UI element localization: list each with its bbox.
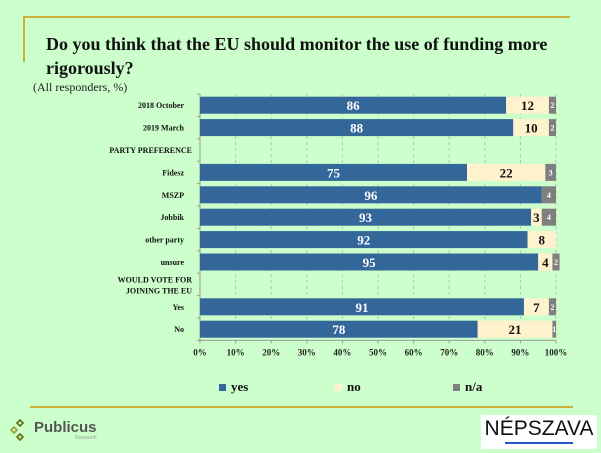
category-label: Jobbik bbox=[160, 213, 184, 222]
bar-na bbox=[552, 253, 560, 271]
bar-no bbox=[467, 163, 546, 181]
category-label: Fidesz bbox=[162, 168, 184, 177]
x-tick-label: 30% bbox=[298, 347, 316, 357]
data-label-no: 10 bbox=[525, 121, 538, 136]
frame-left-line bbox=[23, 16, 25, 62]
data-label-no: 21 bbox=[509, 322, 522, 337]
x-tick-label: 90% bbox=[511, 347, 529, 357]
legend-swatch-no bbox=[335, 383, 342, 391]
data-label-yes: 91 bbox=[355, 300, 368, 315]
x-tick-label: 40% bbox=[333, 347, 351, 357]
bar-na bbox=[552, 320, 556, 338]
legend-swatch-yes bbox=[219, 383, 226, 391]
data-label-na: 2 bbox=[550, 303, 554, 312]
bar-yes bbox=[200, 298, 524, 316]
bar-no bbox=[506, 96, 549, 114]
bar-yes bbox=[200, 320, 478, 338]
chart-subtitle: (All responders, %) bbox=[33, 80, 128, 94]
category-label: 2018 October bbox=[138, 101, 184, 110]
data-label-na: 4 bbox=[547, 191, 551, 200]
bar-no bbox=[513, 119, 549, 137]
x-tick-label: 0% bbox=[193, 347, 207, 357]
category-label: Yes bbox=[172, 303, 184, 312]
publicus-sub: Research bbox=[75, 435, 97, 441]
bar-no bbox=[477, 320, 553, 338]
data-label-na: 2 bbox=[550, 101, 554, 110]
legend-label-na: n/a bbox=[465, 379, 483, 394]
data-label-yes: 78 bbox=[332, 322, 346, 337]
data-label-yes: 96 bbox=[364, 188, 378, 203]
chart-title: Do you think that the EU should monitor … bbox=[46, 34, 548, 78]
bar-na bbox=[541, 186, 556, 204]
category-label: 2019 March bbox=[143, 124, 185, 133]
category-label: No bbox=[174, 325, 184, 334]
category-label: other party bbox=[145, 236, 184, 245]
bar-na bbox=[548, 298, 556, 316]
x-tick-label: 10% bbox=[227, 347, 245, 357]
footer-divider bbox=[30, 406, 573, 408]
legend-label-no: no bbox=[347, 379, 361, 394]
x-tick-label: 70% bbox=[440, 347, 458, 357]
legend-swatch-na bbox=[453, 383, 460, 391]
x-tick-label: 50% bbox=[369, 347, 387, 357]
data-label-no: 3 bbox=[533, 210, 540, 225]
category-label: MSZP bbox=[162, 191, 184, 200]
legend-item-yes: yes bbox=[219, 379, 248, 395]
category-label: unsure bbox=[161, 258, 185, 267]
category-label: JOINING THE EU bbox=[126, 286, 192, 295]
bar-yes bbox=[200, 253, 539, 271]
data-label-yes: 75 bbox=[327, 165, 341, 180]
bar-na bbox=[548, 96, 556, 114]
legend-item-no: no bbox=[335, 379, 361, 395]
data-label-yes: 95 bbox=[363, 255, 377, 270]
nepszava-logo: NÉPSZAVA bbox=[481, 415, 597, 449]
x-tick-label: 60% bbox=[405, 347, 423, 357]
legend-item-na: n/a bbox=[453, 379, 482, 395]
frame-top-line bbox=[23, 16, 570, 18]
data-label-yes: 93 bbox=[359, 210, 373, 225]
bar-yes bbox=[200, 186, 542, 204]
data-label-no: 22 bbox=[500, 165, 513, 180]
data-label-na: 2 bbox=[550, 124, 554, 133]
legend-label-yes: yes bbox=[231, 379, 249, 394]
bar-no bbox=[531, 208, 542, 226]
category-label: PARTY PREFERENCE bbox=[109, 146, 192, 155]
bar-yes bbox=[200, 231, 528, 249]
bar-na bbox=[548, 119, 556, 137]
data-label-yes: 92 bbox=[357, 233, 370, 248]
bar-na bbox=[541, 208, 556, 226]
data-label-yes: 86 bbox=[347, 98, 361, 113]
data-label-na: 1 bbox=[552, 325, 556, 334]
bar-yes bbox=[200, 163, 467, 181]
bar-yes bbox=[200, 208, 532, 226]
bar-no bbox=[538, 253, 553, 271]
category-label: WOULD VOTE FOR bbox=[118, 275, 193, 284]
data-label-na: 4 bbox=[547, 213, 551, 222]
data-label-na: 3 bbox=[549, 168, 553, 177]
nepszava-name: NÉPSZAVA bbox=[484, 417, 594, 440]
data-label-no: 7 bbox=[533, 300, 540, 315]
data-label-yes: 88 bbox=[350, 121, 364, 136]
data-label-no: 8 bbox=[539, 233, 546, 248]
data-label-no: 4 bbox=[542, 255, 549, 270]
bar-na bbox=[545, 163, 556, 181]
x-tick-label: 20% bbox=[262, 347, 280, 357]
x-tick-label: 80% bbox=[476, 347, 494, 357]
data-label-no: 12 bbox=[521, 98, 534, 113]
publicus-logo: Publicus Research bbox=[8, 419, 97, 443]
bar-no bbox=[527, 231, 556, 249]
bar-yes bbox=[200, 119, 514, 137]
bar-yes bbox=[200, 96, 507, 114]
nepszava-underline bbox=[505, 442, 573, 444]
publicus-diamond-icon bbox=[9, 419, 25, 442]
publicus-name: Publicus bbox=[34, 419, 97, 436]
stacked-bar-chart: 0% 10% 20% 30% 40% 50% 60% 70% 80% 90% 100% 2018 Oc… bbox=[109, 93, 568, 357]
bar-no bbox=[523, 298, 549, 316]
x-tick-label: 100% bbox=[545, 347, 568, 357]
data-label-na: 2 bbox=[554, 258, 558, 267]
